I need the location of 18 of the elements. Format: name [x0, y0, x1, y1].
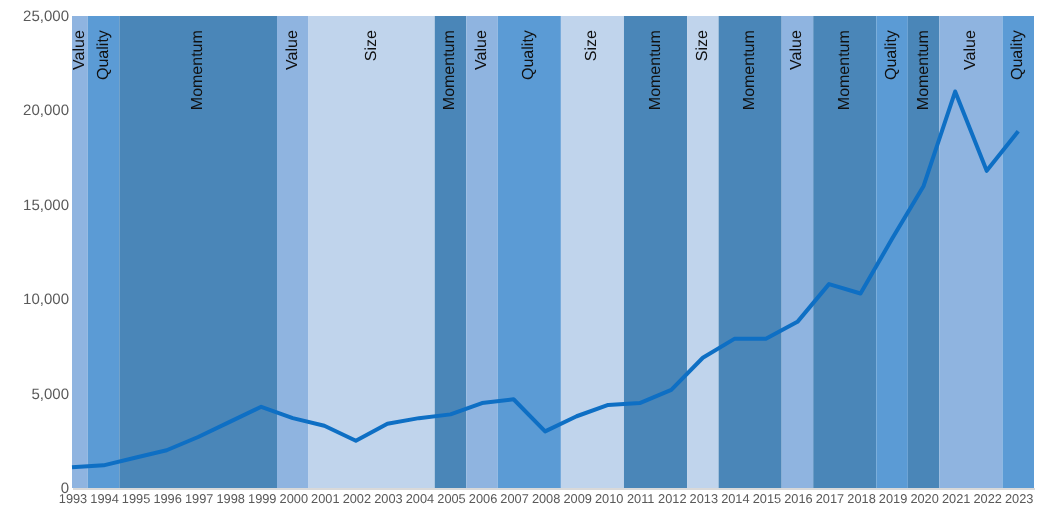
- band-label: Value: [472, 29, 491, 70]
- band-label: Quality: [519, 30, 538, 80]
- band-label: Value: [787, 29, 806, 70]
- band-label: Momentum: [834, 29, 853, 111]
- band-label: Value: [69, 29, 88, 70]
- band-label: Quality: [93, 30, 112, 80]
- band-label: Momentum: [913, 29, 932, 111]
- band-label: Quality: [1008, 30, 1027, 80]
- band-label: Momentum: [645, 29, 664, 111]
- band-label: Value: [282, 29, 301, 70]
- band-label: Momentum: [740, 29, 759, 111]
- band-label: Size: [361, 29, 380, 62]
- band-label: Quality: [882, 30, 901, 80]
- band-label: Size: [582, 29, 601, 62]
- band-label: Momentum: [440, 29, 459, 111]
- band-label: Momentum: [188, 29, 207, 111]
- band-label: Size: [692, 29, 711, 62]
- band-label: Value: [960, 29, 979, 70]
